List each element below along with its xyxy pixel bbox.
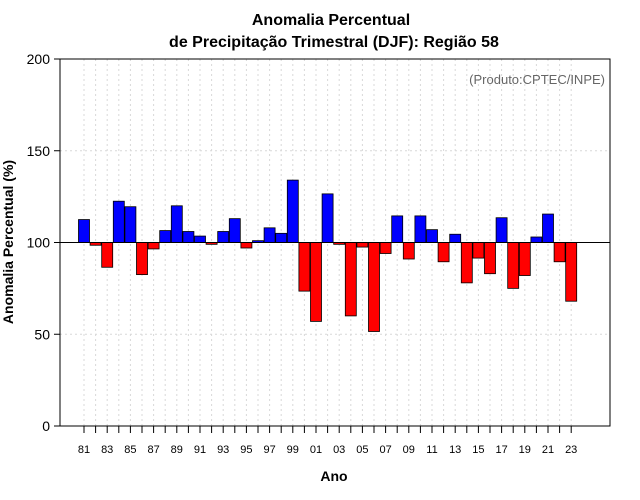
bar-1987	[147, 242, 160, 250]
bar-1995	[240, 242, 253, 249]
bar-2017	[495, 217, 508, 243]
bar-1985	[124, 206, 137, 243]
x-tick-label: 11	[426, 444, 437, 456]
x-tick-label: 23	[565, 444, 577, 456]
bar-2020	[530, 236, 543, 243]
x-tick-label: 89	[171, 444, 183, 456]
bar-2022	[553, 242, 566, 263]
x-tick-label: 85	[124, 444, 136, 456]
chart-title-line1: Anomalia Percentual	[252, 12, 410, 29]
x-tick-label: 03	[333, 444, 345, 456]
x-tick-label: 95	[240, 444, 252, 456]
bar-2001	[310, 242, 322, 322]
x-tick-label: 21	[542, 444, 554, 456]
x-tick-label: 13	[449, 444, 461, 456]
bar-2013	[449, 233, 462, 243]
bar-1988	[159, 230, 172, 243]
x-tick-label: 91	[194, 444, 206, 456]
bar-2009	[402, 242, 415, 260]
bar-1991	[194, 235, 206, 243]
bar-2006	[368, 242, 380, 332]
y-tick-label: 100	[27, 235, 51, 251]
bar-1993	[217, 231, 230, 243]
bar-1998	[275, 232, 288, 243]
x-tick-label: 93	[217, 444, 229, 456]
x-axis-label: Ano	[320, 468, 347, 484]
x-tick-label: 83	[101, 444, 113, 456]
x-tick-label: 05	[356, 444, 368, 456]
bars	[78, 179, 578, 332]
bar-2019	[518, 242, 531, 276]
y-tick-label: 50	[34, 326, 50, 342]
bar-1986	[136, 242, 148, 276]
source-annotation: (Produto:CPTEC/INPE)	[469, 72, 605, 87]
y-tick-label: 200	[27, 51, 51, 67]
bar-2011	[426, 229, 438, 243]
bar-1997	[263, 227, 276, 243]
bar-2005	[356, 242, 369, 248]
x-axis: 81 83 85 87 89 91 93 95 97 99 01 03 05 07 09 11 13 15 17 19…	[78, 426, 577, 456]
y-axis: 0 50 100 150 200	[27, 51, 60, 434]
bar-1983	[101, 242, 114, 268]
bar-2015	[472, 242, 485, 259]
x-tick-label: 19	[519, 444, 531, 456]
x-tick-label: 01	[310, 444, 322, 456]
bar-2007	[379, 242, 392, 254]
bar-1994	[228, 218, 241, 243]
y-tick-label: 0	[42, 418, 50, 434]
chart-title-line2: de Precipitação Trimestral (DJF): Região…	[169, 34, 499, 51]
bar-2000	[298, 242, 311, 292]
bar-2012	[437, 242, 450, 263]
bar-2021	[542, 213, 554, 243]
bar-2014	[460, 242, 473, 284]
bar-2004	[344, 242, 357, 317]
bar-1999	[286, 179, 299, 243]
x-tick-label: 81	[78, 444, 90, 456]
bar-2016	[484, 242, 496, 275]
x-tick-label: 17	[495, 444, 507, 456]
bar-2018	[507, 242, 520, 289]
bar-2008	[391, 215, 404, 243]
y-axis-label: Anomalia Percentual (%)	[0, 160, 16, 324]
bar-1989	[170, 205, 183, 243]
bar-1990	[182, 231, 195, 243]
bar-1984	[112, 200, 125, 243]
x-tick-label: 07	[379, 444, 391, 456]
y-tick-label: 150	[27, 143, 51, 159]
bar-2023	[565, 242, 578, 302]
x-tick-label: 97	[263, 444, 275, 456]
x-tick-label: 09	[403, 444, 415, 456]
bar-2002	[321, 193, 334, 243]
grid	[60, 59, 610, 426]
bar-2010	[414, 215, 427, 243]
x-tick-label: 99	[287, 444, 299, 456]
bar-1981	[78, 219, 90, 243]
x-tick-label: 87	[147, 444, 159, 456]
x-tick-label: 15	[472, 444, 484, 456]
